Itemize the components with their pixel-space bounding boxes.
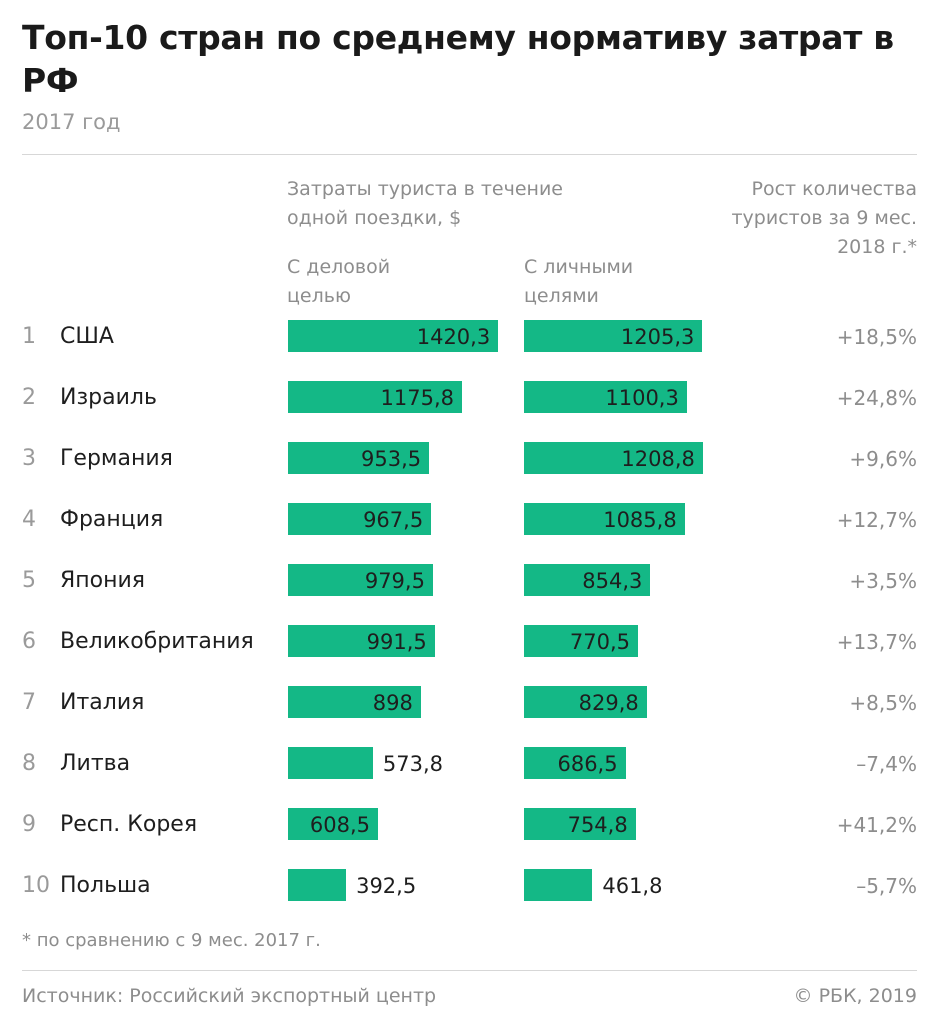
business-bar <box>288 747 373 779</box>
personal-value-label: 461,8 <box>602 874 663 898</box>
top-divider <box>22 154 917 155</box>
growth-value: +18,5% <box>836 325 917 349</box>
personal-value-label: 686,5 <box>557 752 618 776</box>
personal-bar <box>524 381 687 413</box>
growth-value: –7,4% <box>856 752 917 776</box>
rank-label: 5 <box>22 568 36 593</box>
business-value-label: 991,5 <box>366 630 427 654</box>
business-bar <box>288 320 499 352</box>
business-value-label: 898 <box>372 691 413 715</box>
growth-value: +12,7% <box>836 508 917 532</box>
growth-value: +9,6% <box>849 447 917 471</box>
table-row: 1 США 1420,3 1205,3 +18,5% <box>0 320 945 354</box>
personal-value-label: 1208,8 <box>621 447 695 471</box>
rank-label: 1 <box>22 324 36 349</box>
table-row: 2 Израиль 1175,8 1100,3 +24,8% <box>0 381 945 415</box>
table-row: 9 Респ. Корея 608,5 754,8 +41,2% <box>0 808 945 842</box>
country-label: Италия <box>60 690 145 715</box>
personal-value-label: 854,3 <box>582 569 643 593</box>
business-value-label: 1175,8 <box>380 386 455 410</box>
country-label: Польша <box>60 873 151 898</box>
country-label: США <box>60 324 114 349</box>
personal-bar <box>524 442 703 474</box>
growth-value: +3,5% <box>849 569 917 593</box>
country-label: Литва <box>60 751 131 776</box>
business-bar <box>288 808 379 840</box>
business-value-label: 979,5 <box>364 569 425 593</box>
rank-label: 4 <box>22 507 36 532</box>
rank-label: 8 <box>22 751 36 776</box>
business-bar <box>288 686 421 718</box>
rank-label: 10 <box>22 873 50 898</box>
table-row: 3 Германия 953,5 1208,8 +9,6% <box>0 442 945 476</box>
rank-label: 7 <box>22 690 36 715</box>
rank-label: 9 <box>22 812 36 837</box>
rank-label: 2 <box>22 385 36 410</box>
growth-value: +41,2% <box>836 813 917 837</box>
business-column-header: С деловой целью <box>287 256 391 307</box>
personal-value-label: 829,8 <box>578 691 639 715</box>
footnote: * по сравнению с 9 мес. 2017 г. <box>22 930 321 951</box>
country-label: Япония <box>60 568 146 593</box>
table-row: 7 Италия 898 829,8 +8,5% <box>0 686 945 720</box>
country-label: Респ. Корея <box>60 812 198 837</box>
personal-value-label: 770,5 <box>569 630 631 654</box>
growth-value: –5,7% <box>856 874 917 898</box>
business-bar <box>288 564 433 596</box>
personal-value-label: 1100,3 <box>605 386 679 410</box>
personal-column-header: С личными целями <box>524 256 634 307</box>
business-bar <box>288 625 435 657</box>
business-bar <box>288 503 432 535</box>
business-value-label: 967,5 <box>363 508 424 532</box>
country-label: Франция <box>60 507 164 532</box>
source-note: Источник: Российский экспортный центр <box>22 985 437 1007</box>
business-value-label: 573,8 <box>382 752 444 776</box>
costs-column-header: Затраты туриста в течение одной поездки,… <box>287 178 563 229</box>
business-bar <box>288 442 430 474</box>
growth-value: +13,7% <box>836 630 917 654</box>
chart-subtitle: 2017 год <box>22 110 121 134</box>
table-row: 6 Великобритания 991,5 770,5 +13,7% <box>0 625 945 659</box>
personal-bar <box>524 625 638 657</box>
table-row: 5 Япония 979,5 854,3 +3,5% <box>0 564 945 598</box>
country-label: Израиль <box>60 385 157 410</box>
growth-value: +24,8% <box>836 386 917 410</box>
personal-bar <box>524 808 636 840</box>
business-value-label: 608,5 <box>309 813 371 837</box>
personal-bar <box>524 869 593 901</box>
bottom-divider <box>22 970 917 971</box>
personal-bar <box>524 320 703 352</box>
business-value-label: 392,5 <box>356 874 417 898</box>
country-label: Германия <box>60 446 173 471</box>
growth-column-header: Рост количества туристов за 9 мес. 2018 … <box>731 178 917 258</box>
table-row: 4 Франция 967,5 1085,8 +12,7% <box>0 503 945 537</box>
personal-bar <box>524 503 685 535</box>
personal-value-label: 1085,8 <box>603 508 677 532</box>
copyright: © РБК, 2019 <box>793 985 917 1007</box>
personal-bar <box>524 564 651 596</box>
rank-label: 6 <box>22 629 36 654</box>
personal-value-label: 1205,3 <box>620 325 695 349</box>
business-value-label: 1420,3 <box>416 325 491 349</box>
business-bar <box>288 869 347 901</box>
rank-label: 3 <box>22 446 36 471</box>
personal-bar <box>524 747 626 779</box>
table-row: 8 Литва 573,8 686,5 –7,4% <box>0 747 945 781</box>
personal-value-label: 754,8 <box>567 813 628 837</box>
table-row: 10 Польша 392,5 461,8 –5,7% <box>0 869 945 903</box>
business-bar <box>288 381 462 413</box>
growth-value: +8,5% <box>849 691 917 715</box>
chart-title: Топ-10 стран по среднему нормативу затра… <box>22 18 894 100</box>
business-value-label: 953,5 <box>360 447 422 471</box>
personal-bar <box>524 686 647 718</box>
country-label: Великобритания <box>60 629 254 654</box>
